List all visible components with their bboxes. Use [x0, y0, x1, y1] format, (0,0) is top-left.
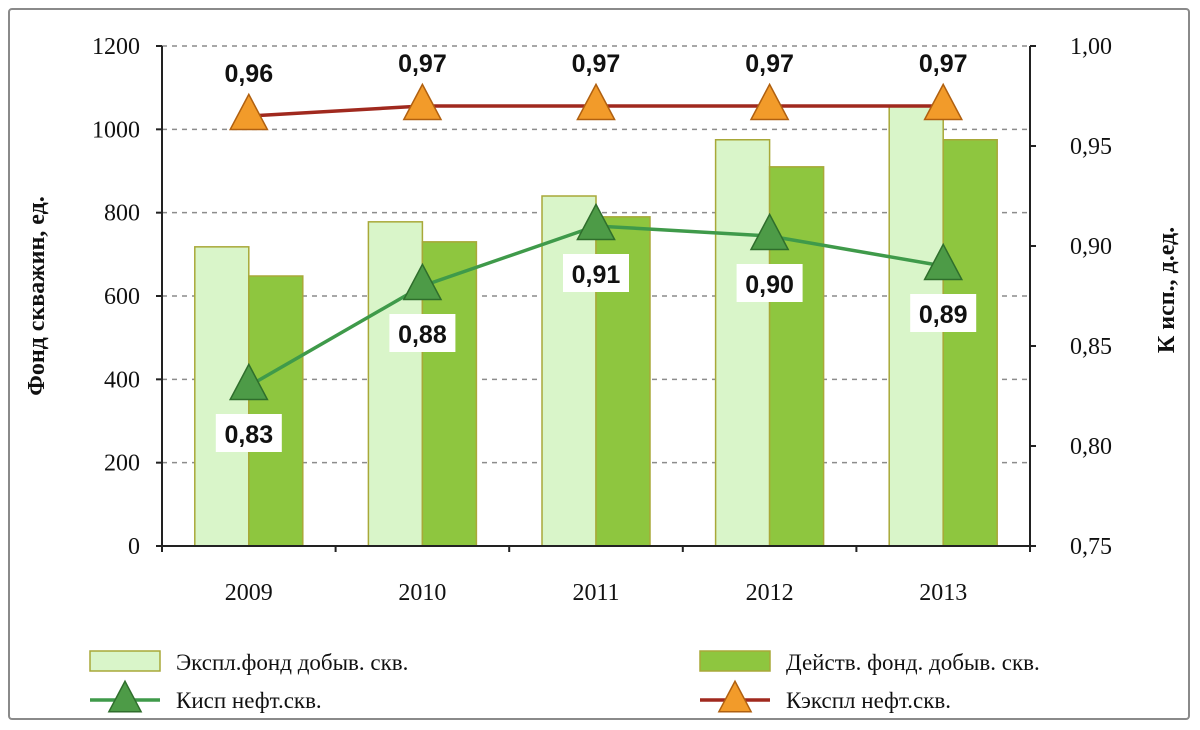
marker-1-2010 — [402, 82, 443, 121]
x-tick-label: 2012 — [746, 580, 794, 606]
marker-0-2009 — [228, 362, 269, 401]
data-label-kexp: 0,97 — [398, 50, 447, 78]
y-left-tick-label: 400 — [104, 367, 140, 393]
data-label-kisp: 0,90 — [745, 271, 794, 299]
axes — [156, 45, 1036, 552]
bar-2010-1 — [421, 241, 478, 547]
marker-0-2012 — [749, 212, 790, 251]
legend: Экспл.фонд добыв. скв. Действ. фонд. добы… — [89, 650, 1040, 713]
x-tick-label: 2009 — [225, 580, 273, 606]
data-label-box — [215, 414, 282, 452]
data-label-kexp: 0,97 — [919, 50, 968, 78]
data-labels: 0,83 0,88 0,91 0,90 0,89 0,96 0,97 0,97 0,97 0,97 — [215, 50, 977, 452]
marker-1-2011 — [576, 82, 616, 121]
y-left-axis-title: Фонд скважин, ед. — [24, 196, 50, 396]
data-label-kexp: 0,96 — [224, 60, 273, 88]
bar-2011-0 — [541, 195, 597, 547]
x-tick-label: 2013 — [919, 580, 967, 606]
data-label-kisp: 0,89 — [919, 301, 968, 329]
grid-lines — [162, 45, 1030, 464]
legend-label: Экспл.фонд добыв. скв. — [176, 650, 408, 675]
legend-label: Кисп нефт.скв. — [176, 688, 322, 713]
bar-2013-1 — [942, 139, 998, 547]
bar-2009-1 — [248, 275, 304, 547]
legend-label: Кэкспл нефт.скв. — [786, 688, 951, 713]
x-tick-label: 2010 — [398, 580, 446, 606]
x-tick-label: 2011 — [572, 580, 619, 606]
tick-labels: 0 200 400 600 800 1000 1200 0,75 0,80 0,85 0,90 0,9… — [92, 34, 1112, 606]
axis-titles: Фонд скважин, ед. К исп., д.ед. — [24, 196, 1180, 396]
bar-2012-0 — [714, 139, 771, 547]
bar-2010-0 — [367, 221, 424, 547]
data-label-kisp: 0,83 — [224, 421, 273, 449]
data-label-box — [736, 264, 803, 302]
data-label-kisp: 0,91 — [572, 261, 621, 289]
legend-swatch — [89, 650, 161, 672]
y-right-tick-label: 0,95 — [1070, 134, 1112, 160]
y-right-tick-label: 0,75 — [1070, 534, 1112, 560]
data-label-kexp: 0,97 — [745, 50, 794, 78]
data-label-kisp: 0,88 — [398, 321, 447, 349]
legend-label: Действ. фонд. добыв. скв. — [786, 650, 1040, 675]
data-label-box — [563, 254, 629, 292]
y-left-tick-label: 0 — [128, 534, 140, 560]
marker-1-2013 — [923, 82, 964, 121]
legend-swatch — [699, 650, 771, 672]
y-right-tick-label: 1,00 — [1070, 34, 1112, 60]
marker-1-2012 — [749, 82, 790, 121]
y-left-tick-label: 200 — [104, 451, 140, 477]
y-right-tick-label: 0,80 — [1070, 434, 1112, 460]
data-label-box — [910, 294, 977, 332]
bar-2012-1 — [768, 166, 825, 547]
series-lines — [228, 82, 964, 401]
marker-0-2010 — [402, 262, 443, 301]
y-left-tick-label: 600 — [104, 284, 140, 310]
marker-0-2011 — [576, 202, 616, 241]
y-left-tick-label: 1200 — [92, 34, 140, 60]
marker-0-2013 — [923, 242, 964, 281]
bars — [194, 105, 998, 547]
y-right-tick-label: 0,90 — [1070, 234, 1112, 260]
legend-marker — [717, 679, 753, 713]
marker-1-2009 — [228, 92, 269, 131]
data-label-kexp: 0,97 — [572, 50, 621, 78]
data-label-box — [389, 314, 456, 352]
y-right-axis-title: К исп., д.ед. — [1154, 227, 1180, 353]
y-left-tick-label: 800 — [104, 201, 140, 227]
y-right-tick-label: 0,85 — [1070, 334, 1112, 360]
legend-marker — [107, 679, 143, 713]
y-left-tick-label: 1000 — [92, 117, 140, 143]
